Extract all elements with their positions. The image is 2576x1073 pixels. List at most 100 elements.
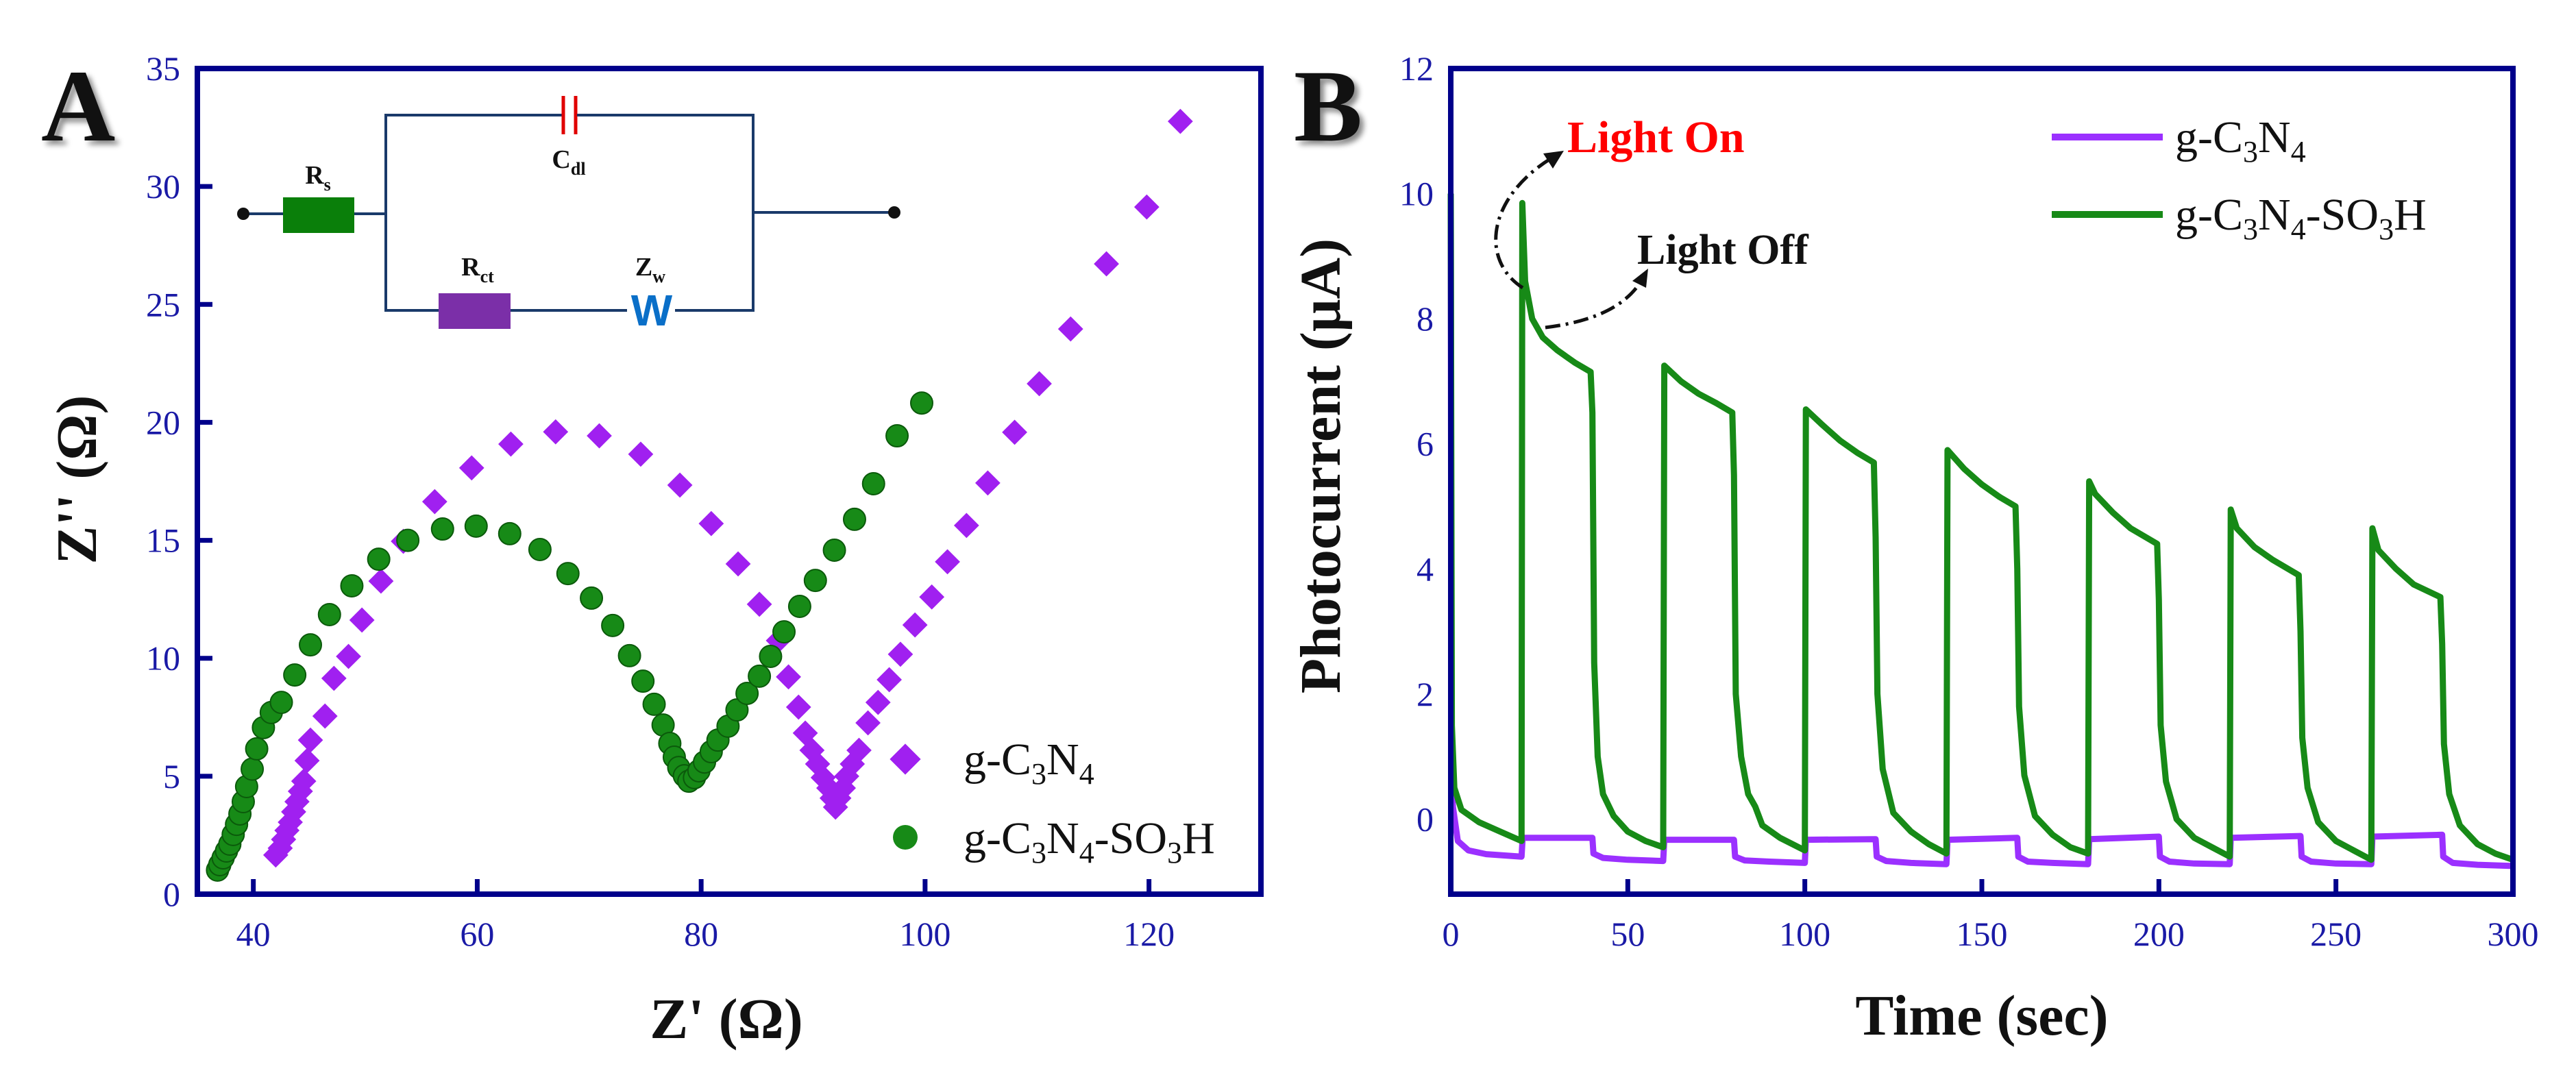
zw-label: Z xyxy=(635,253,652,282)
terminal-right xyxy=(888,206,900,219)
data-point-g-c3n4 xyxy=(312,703,338,729)
x-tick-label: 300 xyxy=(2488,915,2539,953)
zw-subscript: w xyxy=(652,267,665,286)
data-point-g-c3n4-so3h xyxy=(396,528,420,552)
data-point-g-c3n4-so3h xyxy=(601,613,625,637)
data-point-g-c3n4 xyxy=(902,612,928,638)
panel-label-b: B xyxy=(1294,49,1362,163)
data-point-g-c3n4 xyxy=(587,423,612,449)
rs-subscript: s xyxy=(324,175,331,195)
data-point-g-c3n4-so3h xyxy=(822,539,846,563)
data-point-g-c3n4-so3h xyxy=(498,521,522,545)
panel-b-axis-ticks: 0 50 100 150 200 250 300 0 2 4 6 8 10 12 xyxy=(1399,49,2539,953)
annotation-light-off: Light Off xyxy=(1637,227,1809,273)
data-point-g-c3n4 xyxy=(776,664,801,690)
legend-b: g-C3N4 g-C3N4-SO3H xyxy=(2052,112,2427,246)
data-point-g-c3n4-so3h xyxy=(909,391,933,415)
data-point-g-c3n4 xyxy=(297,727,323,753)
x-tick-label: 250 xyxy=(2310,915,2362,953)
data-point-g-c3n4 xyxy=(543,419,569,445)
y-tick-label: 2 xyxy=(1416,675,1434,713)
equivalent-circuit-inset: W Rs Cdl Rct Zw xyxy=(237,96,900,335)
data-point-g-c3n4 xyxy=(291,768,317,794)
data-point-g-c3n4 xyxy=(785,694,811,720)
data-point-g-c3n4 xyxy=(919,584,945,610)
y-tick-label: 25 xyxy=(146,285,180,323)
svg-text:Zw: Zw xyxy=(635,253,665,286)
data-point-g-c3n4 xyxy=(698,510,724,536)
data-point-g-c3n4-so3h xyxy=(340,574,364,598)
x-tick-label: 100 xyxy=(899,915,950,953)
data-point-g-c3n4-so3h xyxy=(787,594,811,618)
data-point-g-c3n4-so3h xyxy=(241,757,265,781)
data-point-g-c3n4-so3h xyxy=(642,692,666,716)
data-point-g-c3n4 xyxy=(1027,371,1052,397)
y-tick-label: 0 xyxy=(163,875,180,913)
legend-label-g-c3n4-so3h: g-C3N4-SO3H xyxy=(964,813,1215,870)
data-point-g-c3n4 xyxy=(667,472,693,498)
data-point-g-c3n4-so3h xyxy=(772,620,796,644)
data-point-g-c3n4-so3h xyxy=(245,737,269,761)
y-tick-label: 10 xyxy=(1399,175,1434,213)
light-on-arrow xyxy=(1494,157,1551,290)
data-point-g-c3n4 xyxy=(865,689,891,715)
y-tick-label: 4 xyxy=(1416,550,1434,588)
rs-resistor xyxy=(283,197,354,233)
data-point-g-c3n4-so3h xyxy=(617,643,641,667)
data-point-g-c3n4 xyxy=(1057,316,1083,342)
cdl-label: C xyxy=(552,145,570,174)
y-axis-title-a: Z'' (Ω) xyxy=(45,395,109,565)
y-tick-label: 10 xyxy=(146,639,180,678)
panel-b-photocurrent-plot: 0 50 100 150 200 250 300 0 2 4 6 8 10 12 g-C3N4 g-C3N… xyxy=(1289,49,2539,1048)
annotation-light-on: Light On xyxy=(1567,112,1745,162)
y-tick-label: 35 xyxy=(146,49,180,88)
legend-marker-diamond xyxy=(890,743,921,775)
y-tick-label: 12 xyxy=(1399,49,1434,88)
data-point-g-c3n4-so3h xyxy=(735,682,759,706)
data-point-g-c3n4 xyxy=(746,591,772,617)
x-tick-label: 150 xyxy=(1956,915,2008,953)
data-point-g-c3n4-so3h xyxy=(464,514,488,538)
data-point-g-c3n4-so3h xyxy=(861,471,885,495)
data-point-g-c3n4 xyxy=(294,748,320,774)
data-point-g-c3n4 xyxy=(628,441,654,467)
y-tick-label: 15 xyxy=(146,521,180,560)
data-point-g-c3n4 xyxy=(498,431,524,457)
data-point-g-c3n4-so3h xyxy=(580,586,604,610)
data-point-g-c3n4 xyxy=(953,513,979,539)
legend-label-g-c3n4-so3h: g-C3N4-SO3H xyxy=(2175,190,2427,246)
data-point-g-c3n4 xyxy=(1133,194,1160,220)
warburg-symbol: W xyxy=(631,286,673,335)
x-axis-title-b: Time (sec) xyxy=(1855,984,2108,1048)
legend-label-g-c3n4: g-C3N4 xyxy=(964,735,1094,791)
data-point-g-c3n4 xyxy=(855,710,881,736)
panel-a-axis-ticks: 40 60 80 100 120 0 5 10 15 20 25 30 35 xyxy=(146,49,1175,953)
data-point-g-c3n4-so3h xyxy=(283,663,307,687)
data-point-g-c3n4-so3h xyxy=(885,424,909,448)
svg-text:Rct: Rct xyxy=(461,253,494,286)
x-tick-label: 120 xyxy=(1123,915,1175,953)
panel-b-data-lines xyxy=(1447,193,2514,870)
data-point-g-c3n4-so3h xyxy=(269,691,293,715)
data-point-g-c3n4-so3h xyxy=(317,603,341,627)
y-tick-label: 5 xyxy=(163,757,180,796)
data-point-g-c3n4-so3h xyxy=(367,547,391,571)
y-tick-label: 20 xyxy=(146,403,180,441)
data-point-g-c3n4 xyxy=(336,643,361,669)
rct-resistor xyxy=(439,293,511,329)
data-point-g-c3n4-so3h xyxy=(631,669,655,693)
y-tick-label: 6 xyxy=(1416,425,1434,463)
x-tick-label: 200 xyxy=(2133,915,2185,953)
svg-text:Cdl: Cdl xyxy=(552,145,585,179)
light-off-arrow xyxy=(1545,280,1643,330)
x-tick-label: 80 xyxy=(684,915,718,953)
data-point-g-c3n4-so3h xyxy=(759,644,783,668)
panel-a-nyquist-plot: W Rs Cdl Rct Zw 40 60 80 100 120 0 5 10 15 20 25 30… xyxy=(45,49,1264,1051)
data-point-g-c3n4-so3h xyxy=(803,569,827,593)
data-point-g-c3n4-so3h xyxy=(299,633,323,657)
light-on-arrowhead xyxy=(1543,151,1564,169)
panel-label-a: A xyxy=(41,49,115,163)
data-point-g-c3n4 xyxy=(974,470,1001,496)
data-point-g-c3n4-so3h xyxy=(842,507,866,531)
